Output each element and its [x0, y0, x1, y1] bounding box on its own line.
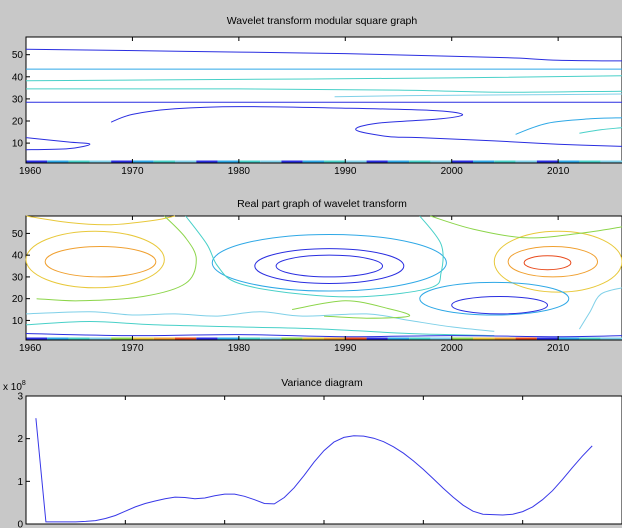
y-tick-label: 20 [12, 117, 24, 128]
y-tick-label: 30 [12, 94, 24, 105]
contour-line [578, 287, 622, 330]
contour-line [25, 215, 176, 226]
x-tick-label: 1990 [334, 343, 357, 354]
y-tick-label: 50 [12, 50, 24, 61]
contour-line [25, 137, 91, 151]
contour-line [36, 215, 197, 302]
x-tick-label: 1960 [19, 343, 42, 354]
y-tick-label: 40 [12, 251, 24, 262]
y-axis-multiplier: x 108 [3, 380, 26, 393]
x-tick-label: 2010 [547, 343, 570, 354]
x-tick-label: 2010 [547, 166, 570, 177]
y-tick-label: 10 [12, 139, 24, 150]
y-tick-label: 1 [17, 477, 23, 488]
contour-lines-real-part [25, 215, 622, 340]
contour-line [515, 117, 622, 135]
contour-line [334, 93, 622, 98]
contour-line [25, 88, 622, 93]
panel-modular-square: Wavelet transform modular square graph 1… [12, 15, 622, 177]
contour-ellipse [419, 281, 570, 316]
series-variance [35, 418, 593, 523]
x-tick-label: 1970 [121, 166, 144, 177]
contour-line [25, 48, 622, 62]
x-tick-label: 2000 [441, 166, 464, 177]
y-axis-multiplier-exponent: 8 [22, 380, 26, 387]
plot-area-modular-square [25, 36, 622, 164]
y-tick-label: 20 [12, 294, 24, 305]
chart-title-variance: Variance diagram [281, 377, 363, 389]
chart-title-real-part: Real part graph of wavelet transform [237, 198, 407, 210]
contour-ellipse [44, 245, 157, 278]
contour-line [185, 215, 444, 298]
x-tick-label: 1980 [228, 343, 251, 354]
x-tick-label: 1990 [334, 166, 357, 177]
contour-ellipse [507, 245, 599, 278]
contour-ellipse [211, 233, 447, 292]
x-tick-label: 1960 [19, 166, 42, 177]
contour-line [25, 320, 495, 337]
panel-variance: Variance diagram x 108 01020304050600123 [3, 377, 622, 528]
contour-line [25, 333, 622, 338]
y-tick-label: 3 [17, 392, 23, 403]
contour-ellipse [523, 255, 572, 271]
contour-line [25, 311, 495, 332]
contour-ellipse [275, 254, 384, 278]
contour-ellipse [254, 248, 405, 284]
chart-title-modular-square: Wavelet transform modular square graph [227, 15, 418, 27]
panel-real-part: Real part graph of wavelet transform 196… [12, 198, 622, 354]
y-tick-label: 2 [17, 434, 23, 445]
contour-line [430, 215, 622, 239]
x-tick-label: 2000 [441, 343, 464, 354]
plot-area-variance [25, 395, 622, 525]
contour-line [110, 106, 622, 147]
contour-lines-modular-square [25, 48, 622, 163]
y-axis-multiplier-base: x 10 [3, 382, 22, 393]
x-tick-label: 1970 [121, 343, 144, 354]
contour-ellipse [451, 295, 549, 315]
contour-line [292, 300, 411, 319]
y-tick-label: 10 [12, 316, 24, 327]
contour-line [579, 127, 622, 134]
contour-line [25, 75, 622, 82]
y-tick-label: 30 [12, 272, 24, 283]
x-tick-label: 1980 [228, 166, 251, 177]
y-tick-label: 40 [12, 72, 24, 83]
variance-series-line [35, 418, 593, 523]
y-tick-label: 0 [17, 520, 23, 528]
contour-ellipse [493, 230, 622, 293]
y-tick-label: 50 [12, 229, 24, 240]
contour-ellipse [25, 230, 165, 289]
